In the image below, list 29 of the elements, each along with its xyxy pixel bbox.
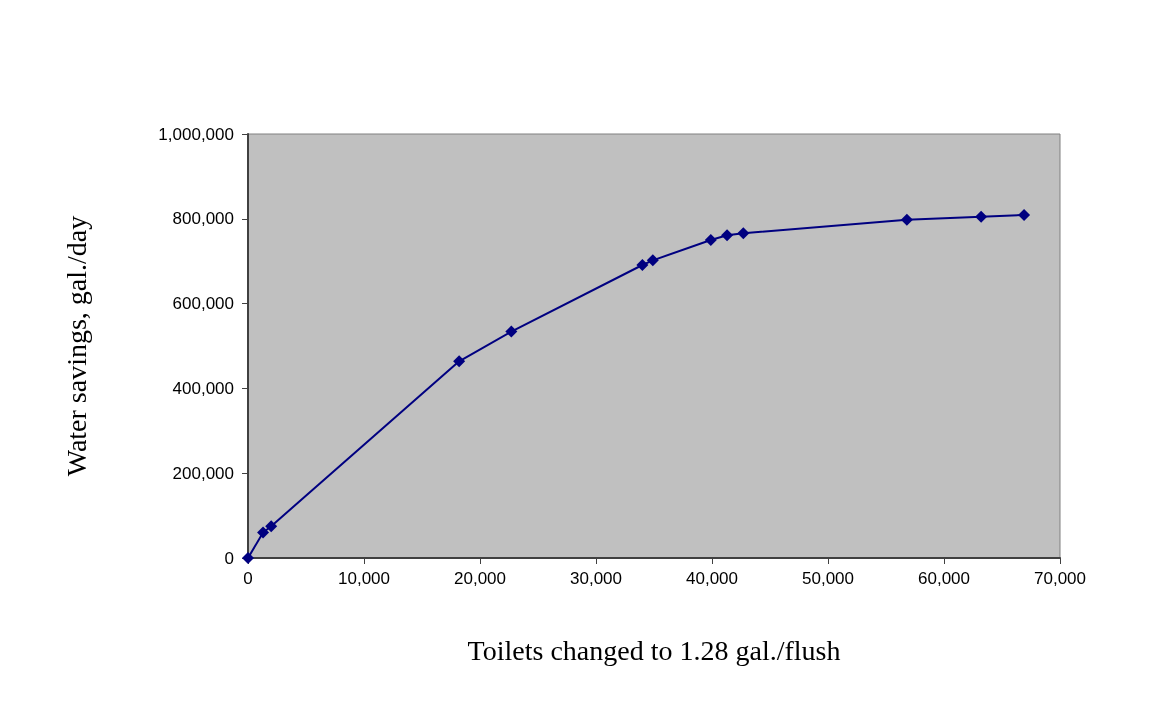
x-tick-label: 40,000 (686, 569, 738, 588)
y-tick-label: 400,000 (172, 378, 234, 398)
x-tick-label: 0 (243, 569, 253, 588)
point (265, 520, 278, 533)
point (242, 552, 254, 564)
point (646, 254, 659, 267)
point (737, 227, 750, 240)
y-tick-label: 200,000 (172, 463, 234, 483)
x-tick-label: 10,000 (338, 569, 390, 588)
x-tick-label: 20,000 (454, 569, 506, 588)
point (900, 213, 913, 226)
point (453, 355, 466, 368)
point (505, 325, 518, 338)
y-tick-label: 600,000 (172, 294, 234, 314)
point (1018, 208, 1031, 221)
y-tick-label: 1,000,000 (158, 124, 234, 144)
point (721, 229, 734, 242)
x-tick-label: 50,000 (802, 569, 854, 588)
y-tick-label: 0 (224, 548, 234, 568)
x-tick-label: 70,000 (1034, 569, 1086, 588)
point (704, 234, 717, 246)
x-axis-title: Toilets changed to 1.28 gal./flush (467, 634, 841, 666)
point (636, 259, 649, 272)
point (975, 210, 988, 223)
x-tick-label: 60,000 (918, 569, 970, 588)
y-axis-title: Water savings, gal./day (60, 215, 92, 477)
y-tick-label: 800,000 (172, 209, 234, 229)
point (257, 526, 270, 539)
x-tick-label: 30,000 (570, 569, 622, 588)
